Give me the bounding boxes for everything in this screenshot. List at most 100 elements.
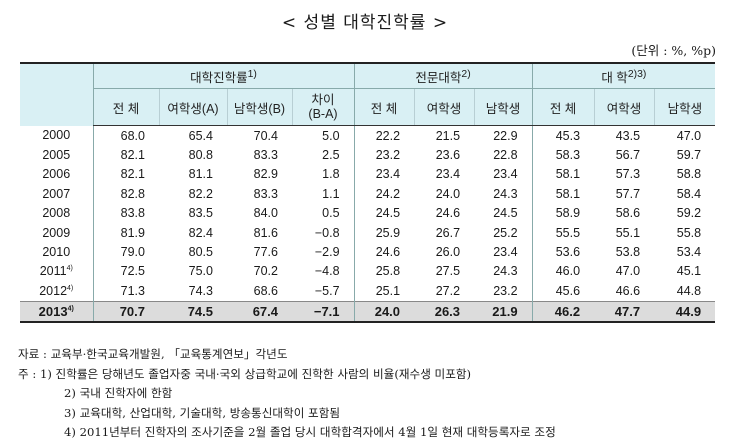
value-cell: 83.3 <box>253 148 278 163</box>
value-cell: 70.2 <box>253 264 278 279</box>
value-cell: 53.8 <box>615 245 641 260</box>
value-cell: 2.5 <box>322 148 340 163</box>
value-cell: 46.2 <box>531 300 595 323</box>
footnote-4: 4) 2011년부터 진학자의 조사기준을 2월 졸업 당시 대학합격자에서 4… <box>64 425 556 440</box>
value-cell: 57.3 <box>615 167 641 182</box>
value-cell: 58.3 <box>531 145 595 165</box>
year-label: 2009 <box>42 225 71 240</box>
value-cell: 21.9 <box>474 300 533 323</box>
value-cell: 82.4 <box>188 225 213 240</box>
value-cell: 27.5 <box>435 264 461 279</box>
value-cell: 22.2 <box>353 125 415 146</box>
subheader-univ-female: 여학생 <box>593 88 655 126</box>
enrollment-rate-table: 대학진학률1) 전문대학2) 대 학2)3) 전 체 여학생(A) 남학생(B)… <box>20 62 716 323</box>
year-footnote-mark: 4) <box>67 284 74 292</box>
table-title: < 성별 대학진학률 > <box>281 13 449 33</box>
year-cell: 2010 <box>20 242 93 261</box>
table-row: 20114) 72.5 75.0 70.2 −4.8 25.8 27.5 24.3 46.0 47… <box>20 261 715 282</box>
year-label: 2007 <box>42 186 71 201</box>
table-row: 2010 79.0 80.5 77.6 −2.9 24.6 26.0 23.4 53.6 53.8… <box>20 242 715 262</box>
table-row: 2007 82.8 82.2 83.3 1.1 24.2 24.0 24.3 58.1 57.7 5… <box>20 184 715 204</box>
value-cell: 82.8 <box>92 184 159 204</box>
value-cell: 58.1 <box>531 184 595 204</box>
year-header-cell <box>20 62 93 126</box>
subheader-diff-line2: (B-A) <box>308 107 338 121</box>
table-row: 2005 82.1 80.8 83.3 2.5 23.2 23.6 22.8 58.3 56.7 5… <box>20 145 715 165</box>
subheader-univ-male: 남학생 <box>653 88 716 126</box>
value-cell: 58.6 <box>615 206 641 221</box>
value-cell: 82.1 <box>92 164 159 185</box>
group-header-univ: 대 학2)3) <box>531 62 716 89</box>
value-cell: 0.5 <box>322 206 340 221</box>
year-cell: 2009 <box>20 223 93 242</box>
value-cell: −0.8 <box>314 225 340 240</box>
value-cell: 59.7 <box>676 148 702 163</box>
year-cell: 2006 <box>20 165 93 184</box>
value-cell: 55.5 <box>531 222 595 243</box>
value-cell: 77.6 <box>253 245 278 260</box>
value-cell: 65.4 <box>188 128 213 143</box>
value-cell: 53.6 <box>531 242 595 262</box>
value-cell: 21.5 <box>435 128 461 143</box>
value-cell: 82.9 <box>253 167 278 182</box>
value-cell: 80.8 <box>188 148 213 163</box>
unit-label: (단위 : %, %p) <box>631 43 716 58</box>
subheader-diff-line1: 차이 <box>311 93 335 107</box>
year-label: 2013 <box>38 303 68 319</box>
value-cell: 74.5 <box>159 300 227 323</box>
value-cell: 24.5 <box>353 203 415 223</box>
value-cell: 25.2 <box>493 225 518 240</box>
footnote-3: 3) 교육대학, 산업대학, 기술대학, 방송통신대학이 포함됨 <box>64 405 341 420</box>
value-cell: 70.7 <box>92 300 159 323</box>
value-cell: 46.6 <box>615 283 641 298</box>
year-label: 2011 <box>39 264 67 279</box>
value-cell: 83.8 <box>92 203 159 223</box>
value-cell: 23.6 <box>435 148 461 163</box>
value-cell: 1.8 <box>322 167 340 182</box>
value-cell: 59.2 <box>676 206 702 221</box>
value-cell: 68.6 <box>253 283 278 298</box>
value-cell: 81.1 <box>188 167 213 182</box>
subheader-junior-total: 전 체 <box>353 88 415 126</box>
value-cell: 55.8 <box>676 225 702 240</box>
value-cell: 47.0 <box>676 128 702 143</box>
value-cell: 24.6 <box>435 206 461 221</box>
year-cell: 20114) <box>20 262 93 281</box>
subheader-junior-male: 남학생 <box>473 88 533 126</box>
value-cell: 26.7 <box>435 225 461 240</box>
value-cell: 81.6 <box>253 225 278 240</box>
subheader-all-female: 여학생(A) <box>158 88 227 126</box>
value-cell: 24.0 <box>353 300 415 323</box>
value-cell: 1.1 <box>322 186 340 201</box>
value-cell: 25.9 <box>353 222 415 243</box>
year-cell: 2007 <box>20 184 93 203</box>
value-cell: 72.5 <box>92 261 159 282</box>
group-label-univ: 대 학 <box>601 70 628 85</box>
value-cell: 43.5 <box>615 128 641 143</box>
value-cell: 46.0 <box>531 261 595 282</box>
value-cell: 24.6 <box>353 242 415 262</box>
value-cell: −7.1 <box>292 300 355 323</box>
year-label: 2010 <box>42 245 71 260</box>
value-cell: 47.0 <box>615 264 641 279</box>
value-cell: 23.2 <box>353 145 415 165</box>
value-cell: 24.3 <box>493 264 518 279</box>
value-cell: 26.3 <box>414 300 475 323</box>
value-cell: −4.8 <box>314 264 340 279</box>
value-cell: 67.4 <box>227 300 292 323</box>
year-footnote-mark: 4) <box>67 305 74 313</box>
footnote-2: 2) 국내 진학자에 한함 <box>64 386 173 401</box>
value-cell: −2.9 <box>314 245 340 260</box>
group-sup-all: 1) <box>247 68 257 80</box>
value-cell: 58.9 <box>531 203 595 223</box>
value-cell: 70.4 <box>253 128 278 143</box>
value-cell: 45.1 <box>676 264 702 279</box>
value-cell: 84.0 <box>253 206 278 221</box>
value-cell: 71.3 <box>92 281 159 302</box>
value-cell: 23.4 <box>353 164 415 185</box>
value-cell: 80.5 <box>188 245 213 260</box>
table-row: 2000 68.0 65.4 70.4 5.0 22.2 21.5 22.9 45.3 43.5 4… <box>20 125 715 146</box>
group-sup-univ: 2)3) <box>627 68 647 80</box>
group-header-junior: 전문대학2) <box>353 62 533 89</box>
value-cell: 22.9 <box>493 128 518 143</box>
